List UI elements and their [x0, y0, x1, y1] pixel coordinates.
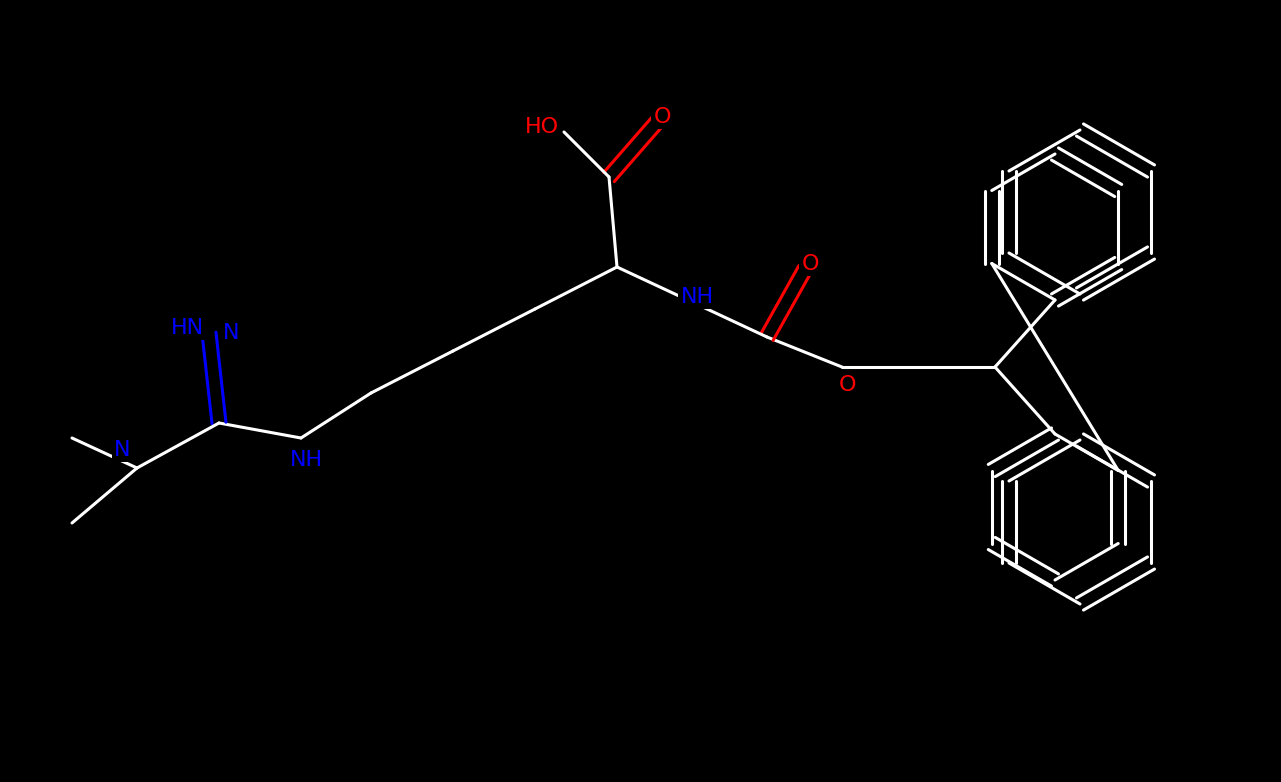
Text: N: N: [114, 440, 131, 460]
Text: NH: NH: [680, 287, 714, 307]
Text: N: N: [223, 323, 240, 343]
Text: O: O: [653, 107, 671, 127]
Text: HN: HN: [170, 318, 204, 338]
Text: O: O: [801, 254, 819, 274]
Text: HO: HO: [525, 117, 559, 137]
Text: O: O: [838, 375, 856, 395]
Text: NH: NH: [290, 450, 323, 470]
